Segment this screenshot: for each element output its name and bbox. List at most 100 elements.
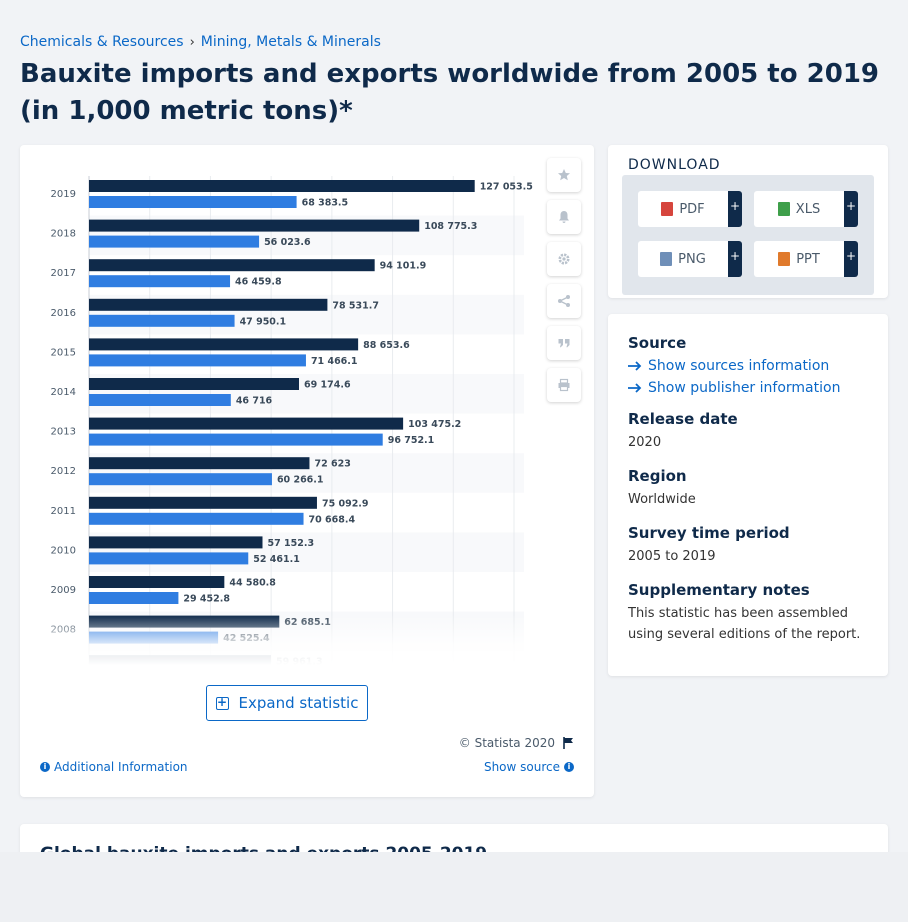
data-label: 52 461.1 [253,554,300,565]
arrow-right-icon [628,383,642,393]
data-label: 103 475.2 [408,419,461,430]
additional-information-label: Additional Information [54,760,188,774]
category-label: 2017 [51,268,76,279]
page-title: Bauxite imports and exports worldwide fr… [20,59,880,126]
data-label: 78 531.7 [332,300,379,311]
chart-card: 2019 127 053.5 68 383.5 2018 108 775.3 56 023… [20,145,594,797]
download-xls-button[interactable]: XLS + [754,191,858,227]
bar-series-1[interactable] [89,496,317,509]
show-source-link[interactable]: Show source i [484,760,574,774]
chart-toolbar [547,158,581,410]
category-label: 2010 [51,545,76,556]
copyright-line: © Statista 2020 [459,736,574,750]
download-xls-plus[interactable]: + [844,191,858,227]
data-label: 46 716 [236,396,273,407]
info-icon: i [40,762,50,772]
bar-series-1[interactable] [89,576,225,588]
bar-series-2[interactable] [89,394,231,406]
data-label: 75 092.9 [322,498,369,509]
data-label: 71 466.1 [311,356,358,367]
supplementary-notes-value: This statistic has been assembled using … [628,606,861,642]
bar-series-1[interactable] [89,536,263,549]
download-ppt-plus[interactable]: + [844,241,858,277]
share-icon [558,295,570,307]
bar-series-2[interactable] [89,552,249,565]
category-label: 2011 [51,506,76,517]
download-pdf-plus[interactable]: + [728,191,742,227]
expand-statistic-label: Expand statistic [238,694,359,712]
data-label: 29 452.8 [183,594,230,605]
data-label: 68 383.5 [302,198,349,209]
gear-icon [558,253,570,265]
favorite-button[interactable] [547,158,581,192]
region-value: Worldwide [628,492,696,507]
bell-icon [559,211,569,223]
share-button[interactable] [547,284,581,318]
bar-series-1[interactable] [89,417,404,430]
bar-chart: 2019 127 053.5 68 383.5 2018 108 775.3 56 023… [51,176,533,665]
category-label: 2016 [51,308,76,319]
category-label: 2012 [51,466,76,477]
data-label: 72 623 [314,459,350,470]
download-pdf-button[interactable]: PDF + [638,191,742,227]
star-icon [558,169,570,181]
category-label: 2013 [51,427,76,438]
download-title: DOWNLOAD [628,157,721,173]
flag-icon[interactable] [563,737,574,749]
bar-series-2[interactable] [89,235,260,248]
bar-series-1[interactable] [89,180,475,192]
category-label: 2018 [51,229,76,240]
region-heading: Region [628,467,687,485]
bar-series-1[interactable] [89,378,299,390]
additional-information-link[interactable]: i Additional Information [40,760,188,774]
download-png-button[interactable]: PNG + [638,241,742,277]
expand-icon: + [215,694,229,710]
ppt-file-icon [778,252,791,266]
settings-button[interactable] [547,242,581,276]
bar-series-1[interactable] [89,298,328,311]
breadcrumb-item-chemicals[interactable]: Chemicals & Resources [20,34,184,50]
download-png-label: PNG [678,251,706,267]
bar-series-2[interactable] [89,473,272,486]
data-label: 56 023.6 [264,237,311,248]
show-publisher-label: Show publisher information [648,380,841,396]
bottom-bar [0,852,908,922]
release-date-value: 2020 [628,435,662,450]
print-icon [558,378,570,392]
survey-period-value: 2005 to 2019 [628,549,716,564]
cite-button[interactable] [547,326,581,360]
print-button[interactable] [547,368,581,402]
show-sources-link[interactable]: Show sources information [628,358,868,374]
bar-series-2[interactable] [89,196,297,208]
bar-series-1[interactable] [89,219,420,232]
download-options: PDF + XLS + PNG + PPT + [622,175,874,295]
alert-button[interactable] [547,200,581,234]
data-label: 88 653.6 [363,340,410,351]
expand-statistic-button[interactable]: + Expand statistic [206,685,368,721]
chart-area: 2019 127 053.5 68 383.5 2018 108 775.3 56 023… [20,145,540,665]
breadcrumb: Chemicals & Resources › Mining, Metals &… [20,34,381,50]
bar-series-1[interactable] [89,457,310,470]
download-png-plus[interactable]: + [728,241,742,277]
bar-series-1[interactable] [89,259,375,272]
download-xls-label: XLS [795,201,821,217]
info-icon: i [564,762,574,772]
download-ppt-button[interactable]: PPT + [754,241,858,277]
breadcrumb-item-mining[interactable]: Mining, Metals & Minerals [200,34,381,50]
source-heading: Source [628,334,687,352]
bar-series-2[interactable] [89,433,383,446]
category-label: 2014 [51,387,76,398]
download-ppt-label: PPT [796,251,820,267]
data-label: 96 752.1 [388,435,435,446]
show-source-label: Show source [483,760,560,774]
bar-series-2[interactable] [89,314,235,327]
bar-series-2[interactable] [89,512,304,525]
breadcrumb-separator: › [189,34,195,50]
bar-series-2[interactable] [89,275,231,288]
bar-series-2[interactable] [89,354,306,367]
show-publisher-link[interactable]: Show publisher information [628,380,868,396]
bar-series-2[interactable] [89,592,179,604]
metadata-card: Source Show sources information Show pub… [608,314,888,676]
bar-series-1[interactable] [89,338,359,351]
data-label: 57 152.3 [267,538,314,549]
